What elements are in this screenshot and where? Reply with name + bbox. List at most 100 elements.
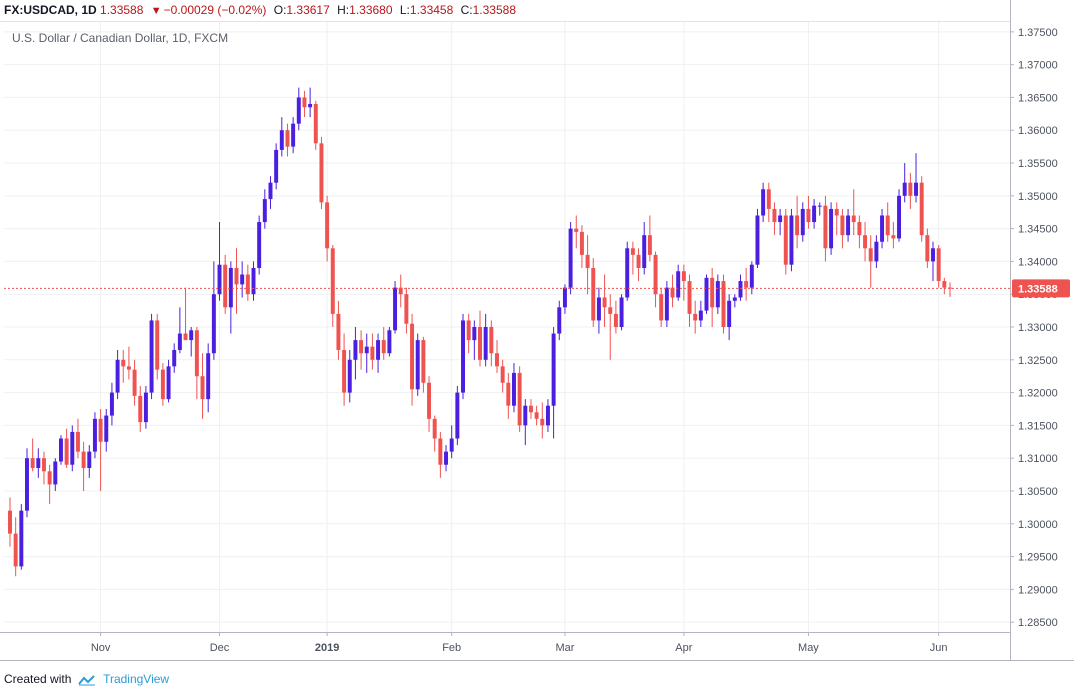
x-tick-label: May	[798, 642, 819, 654]
candle-body	[172, 349, 177, 367]
candle-body	[234, 267, 239, 285]
candle-body	[721, 281, 726, 327]
candle	[13, 517, 18, 577]
candle-body	[19, 510, 24, 567]
candle	[806, 195, 811, 229]
high-value: 1.33680	[349, 3, 393, 17]
candle-body	[155, 320, 160, 370]
candle	[625, 241, 630, 301]
y-tick-label: 1.30500	[1018, 486, 1058, 498]
candle-body	[693, 313, 698, 321]
candle	[223, 254, 228, 314]
candle-body	[347, 359, 352, 393]
candle-body	[13, 533, 18, 567]
candle	[177, 307, 182, 354]
candle	[262, 189, 267, 229]
y-tick-label: 1.36000	[1018, 125, 1058, 137]
candle	[36, 448, 41, 478]
low-label: L:	[399, 3, 410, 17]
candle	[115, 349, 120, 400]
candle-body	[398, 287, 403, 295]
candle-body	[121, 359, 126, 367]
x-tick-label: Dec	[210, 642, 230, 654]
candle-body	[523, 405, 528, 426]
candle	[104, 408, 109, 452]
candle	[602, 274, 607, 327]
candle-body	[647, 235, 652, 255]
candle	[87, 445, 92, 478]
candle	[636, 248, 641, 282]
candle	[789, 208, 794, 272]
candle	[472, 320, 477, 360]
candle	[868, 235, 873, 288]
candle-body	[936, 248, 941, 282]
candle-body	[228, 267, 233, 308]
candle-body	[540, 418, 545, 426]
y-tick-label: 1.31500	[1018, 420, 1058, 432]
candle-body	[744, 281, 749, 288]
candle-body	[183, 333, 188, 341]
tradingview-brand[interactable]: TradingView	[103, 672, 170, 686]
y-tick-label: 1.28500	[1018, 617, 1058, 629]
candle-body	[70, 431, 75, 465]
candle	[296, 87, 301, 131]
candle	[25, 448, 29, 518]
candle	[279, 117, 284, 157]
y-tick-label: 1.30000	[1018, 519, 1058, 531]
y-tick-label: 1.34000	[1018, 256, 1058, 268]
candle-body	[897, 195, 902, 239]
symbol-name[interactable]: FX:USDCAD, 1D	[4, 3, 97, 17]
candle	[608, 294, 613, 360]
candle-body	[104, 415, 109, 442]
candle-body	[489, 327, 494, 354]
candle-body	[206, 353, 211, 400]
candle	[744, 267, 749, 301]
candle-body	[177, 333, 182, 350]
candle	[528, 399, 533, 419]
candle	[647, 215, 652, 262]
candle	[432, 415, 437, 452]
candle-body	[444, 451, 449, 465]
candle-body	[296, 97, 301, 124]
candle-body	[81, 451, 86, 469]
candle-body	[308, 103, 313, 108]
axes	[0, 0, 1074, 661]
candle-body	[194, 330, 199, 377]
candle-body	[387, 330, 392, 354]
candle-body	[659, 294, 664, 321]
candle-body	[166, 366, 171, 400]
candle	[251, 261, 256, 301]
candle-body	[868, 248, 873, 262]
candle	[461, 313, 465, 400]
candle	[370, 333, 375, 370]
candle-body	[410, 323, 415, 390]
candle-body	[64, 438, 69, 465]
candle-body	[834, 208, 839, 216]
candle-body	[268, 182, 273, 200]
candle	[630, 241, 635, 275]
candle-body	[313, 103, 318, 144]
candle-body	[132, 369, 137, 396]
candle	[591, 258, 596, 327]
candles	[8, 87, 952, 577]
price-change: −0.00029 (−0.02%)	[163, 3, 267, 17]
candle	[574, 215, 579, 249]
price-chart[interactable]: 1.28500 1.29000 1.29500 1.30000 1.30500 1.310…	[0, 0, 1074, 668]
candle	[778, 208, 783, 236]
candle	[81, 441, 86, 491]
candle-body	[217, 264, 222, 295]
candle	[489, 320, 494, 367]
candle-body	[211, 294, 216, 354]
y-tick-label: 1.37000	[1018, 60, 1058, 72]
candle	[908, 172, 913, 209]
candle-body	[98, 418, 103, 442]
candle	[347, 349, 352, 403]
candle-body	[619, 297, 624, 327]
candle-body	[274, 149, 279, 183]
candle-body	[710, 277, 715, 308]
candle	[217, 222, 222, 301]
x-tick-label: Nov	[91, 642, 111, 654]
candle	[438, 431, 443, 478]
candle-body	[138, 395, 143, 423]
candle-body	[149, 320, 154, 393]
